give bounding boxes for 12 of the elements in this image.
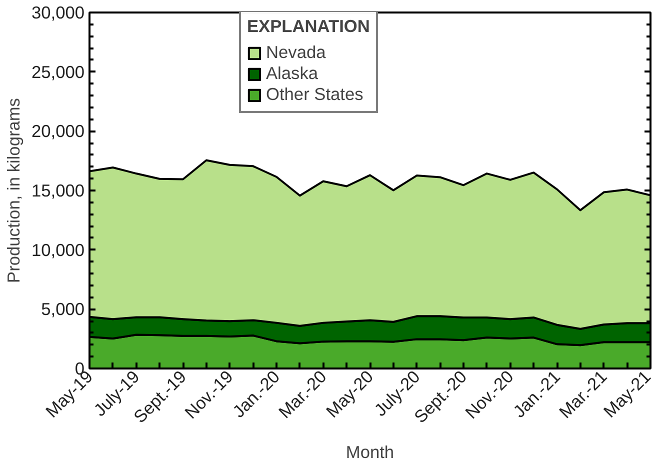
y-tick-label: 30,000 xyxy=(32,2,84,22)
y-tick-label: 15,000 xyxy=(32,180,84,200)
legend-label: Alaska xyxy=(266,63,318,84)
y-axis-title: Production, in kilograms xyxy=(4,98,24,283)
legend-label: Other States xyxy=(266,84,364,105)
legend-label: Nevada xyxy=(266,42,326,63)
x-axis-title: Month xyxy=(346,442,394,462)
legend-title: EXPLANATION xyxy=(247,16,370,37)
y-tick-label: 25,000 xyxy=(32,62,84,82)
y-tick-label: 10,000 xyxy=(32,240,84,260)
y-tick-label: 5,000 xyxy=(41,299,85,320)
y-tick-label: 20,000 xyxy=(32,121,84,142)
